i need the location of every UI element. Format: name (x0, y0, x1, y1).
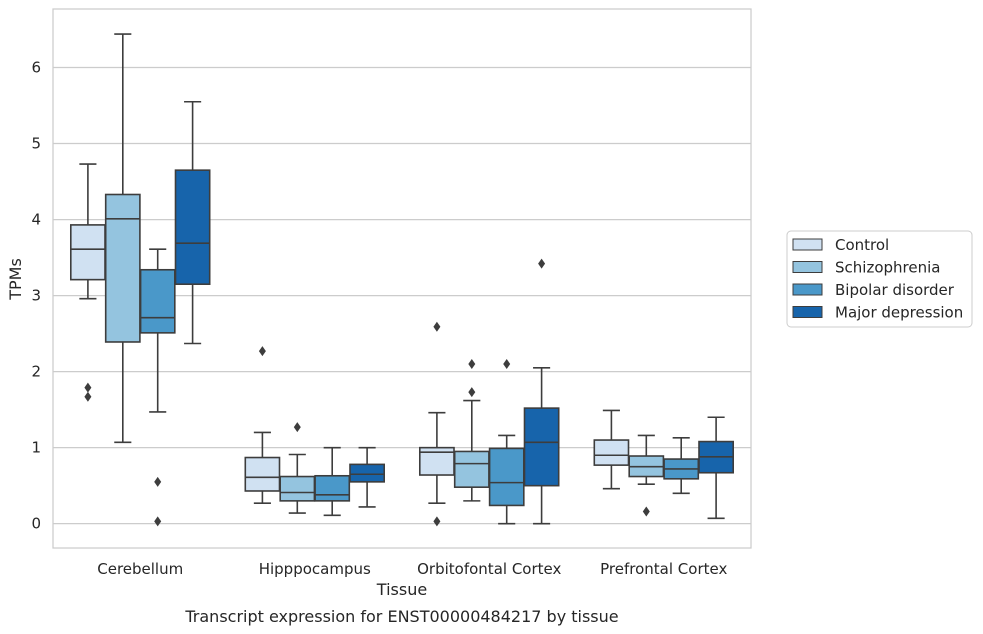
box-2-2 (488, 359, 525, 525)
outlier-point (468, 387, 476, 398)
box-0-2 (139, 248, 176, 527)
legend-label: Bipolar disorder (835, 281, 955, 299)
box-body (349, 463, 386, 483)
box-body (174, 169, 211, 286)
outlier-point (433, 321, 441, 332)
chart-caption: Transcript expression for ENST0000048421… (184, 607, 618, 626)
x-tick-label: Hipppocampus (259, 560, 371, 578)
legend-swatch (792, 306, 823, 318)
x-tick-labels: Cerebellum Hipppocampus Orbitofontal Corte… (97, 560, 727, 578)
box-body (523, 407, 560, 487)
x-tick-label: Cerebellum (97, 560, 183, 578)
legend-swatch (792, 261, 823, 273)
outlier-point (84, 382, 92, 393)
box-1-2 (314, 446, 351, 517)
legend-label: Control (835, 236, 889, 254)
box-body (244, 456, 281, 492)
box-2-3 (523, 258, 560, 525)
box-1-0 (244, 346, 281, 504)
box-body (488, 447, 525, 507)
outlier-point (503, 359, 511, 370)
legend-label: Major depression (835, 304, 963, 322)
box-body (139, 268, 176, 334)
box-body (279, 475, 316, 502)
y-tick-label: 1 (31, 439, 41, 457)
legend-swatch (792, 283, 823, 296)
box-body (314, 474, 351, 502)
outlier-point (642, 506, 650, 517)
box-0-3 (174, 100, 211, 345)
outlier-point (293, 422, 301, 433)
y-tick-label: 6 (31, 59, 41, 77)
outlier-point (468, 359, 476, 370)
y-tick-label: 0 (31, 515, 41, 533)
y-tick-label: 4 (31, 211, 41, 229)
box-1-3 (349, 446, 386, 508)
plot-frame (52, 8, 752, 549)
legend-swatch (792, 238, 823, 251)
outlier-point (84, 391, 92, 402)
box-0-1 (104, 33, 141, 444)
y-tick-label: 2 (31, 363, 41, 381)
box-3-0 (593, 409, 630, 490)
box-body (453, 450, 490, 488)
legend-label: Schizophrenia (835, 259, 940, 277)
x-tick-label: Prefrontal Cortex (600, 560, 727, 578)
legend: Control Schizophrenia Bipolar disorder Majo… (786, 230, 973, 328)
outlier-point (433, 516, 441, 527)
box-3-3 (698, 416, 735, 520)
box-layer (69, 33, 735, 527)
outlier-point (538, 258, 546, 269)
x-tick-label: Orbitofontal Cortex (417, 560, 561, 578)
box-body (69, 224, 106, 281)
y-axis-label: TPMs (6, 258, 25, 301)
y-tick-labels: 0 1 2 3 4 5 6 (31, 59, 41, 533)
box-body (104, 193, 141, 343)
legend-frame (786, 230, 973, 328)
y-tick-label: 3 (31, 287, 41, 305)
y-tick-label: 5 (31, 135, 41, 153)
outlier-point (154, 516, 162, 527)
x-axis-label: Tissue (376, 580, 427, 599)
outlier-point (258, 346, 266, 357)
box-body (593, 439, 630, 466)
outlier-point (154, 476, 162, 487)
